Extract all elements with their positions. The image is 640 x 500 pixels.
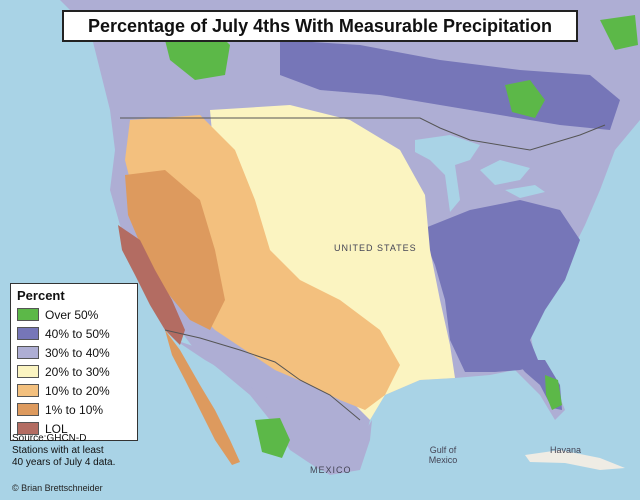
legend-item-40-50: 40% to 50% [17, 324, 131, 343]
zone-10-20-west [125, 115, 400, 410]
zone-over-50-mexico [255, 418, 290, 458]
zone-over-50-ne [600, 15, 638, 50]
source-line: 40 years of July 4 data. [12, 457, 116, 468]
mexico-land [175, 340, 372, 475]
label-united-states: UNITED STATES [334, 243, 417, 253]
legend-item-30-40: 30% to 40% [17, 343, 131, 362]
legend-label: 40% to 50% [45, 326, 110, 341]
source-line: Source:GHCN-D [12, 433, 87, 444]
legend-item-over-50: Over 50% [17, 305, 131, 324]
zone-40-50-east [420, 200, 580, 372]
zone-over-50-florida [545, 375, 562, 410]
legend-swatch [17, 308, 39, 321]
legend-item-20-30: 20% to 30% [17, 362, 131, 381]
great-lakes [415, 135, 545, 212]
us-canada-border [120, 117, 606, 151]
label-havana: Havana [550, 445, 582, 455]
us-mexico-border [164, 329, 361, 421]
label-gulf-of-mexico: Gulf of Mexico [428, 445, 458, 465]
legend-item-10-20: 10% to 20% [17, 381, 131, 400]
legend: Percent Over 50% 40% to 50% 30% to 40% 2… [10, 283, 138, 441]
source-line: Stations with at least [12, 445, 104, 456]
zone-over-50-quebec [505, 80, 545, 118]
source-note: Source:GHCN-D Stations with at least 40 … [12, 433, 115, 469]
legend-item-lol: LOL [17, 419, 131, 438]
credit: © Brian Brettschneider [12, 483, 103, 493]
map-title: Percentage of July 4ths With Measurable … [62, 10, 578, 42]
legend-item-1-10: 1% to 10% [17, 400, 131, 419]
legend-swatch [17, 384, 39, 397]
legend-swatch [17, 346, 39, 359]
legend-label: 30% to 40% [45, 345, 110, 360]
legend-label: 1% to 10% [45, 402, 104, 417]
zone-20-30-plains [210, 105, 455, 420]
legend-swatch [17, 422, 39, 435]
cuba [525, 450, 625, 470]
legend-swatch [17, 365, 39, 378]
legend-title: Percent [17, 288, 65, 303]
zone-1-10-basin [125, 170, 225, 330]
baja-california [165, 330, 240, 465]
legend-label: 20% to 30% [45, 364, 110, 379]
legend-label: 10% to 20% [45, 383, 110, 398]
legend-swatch [17, 327, 39, 340]
zone-lol-california [118, 225, 185, 345]
legend-swatch [17, 403, 39, 416]
label-mexico: MEXICO [310, 465, 352, 475]
legend-label: Over 50% [45, 307, 99, 322]
legend-label: LOL [45, 421, 68, 436]
